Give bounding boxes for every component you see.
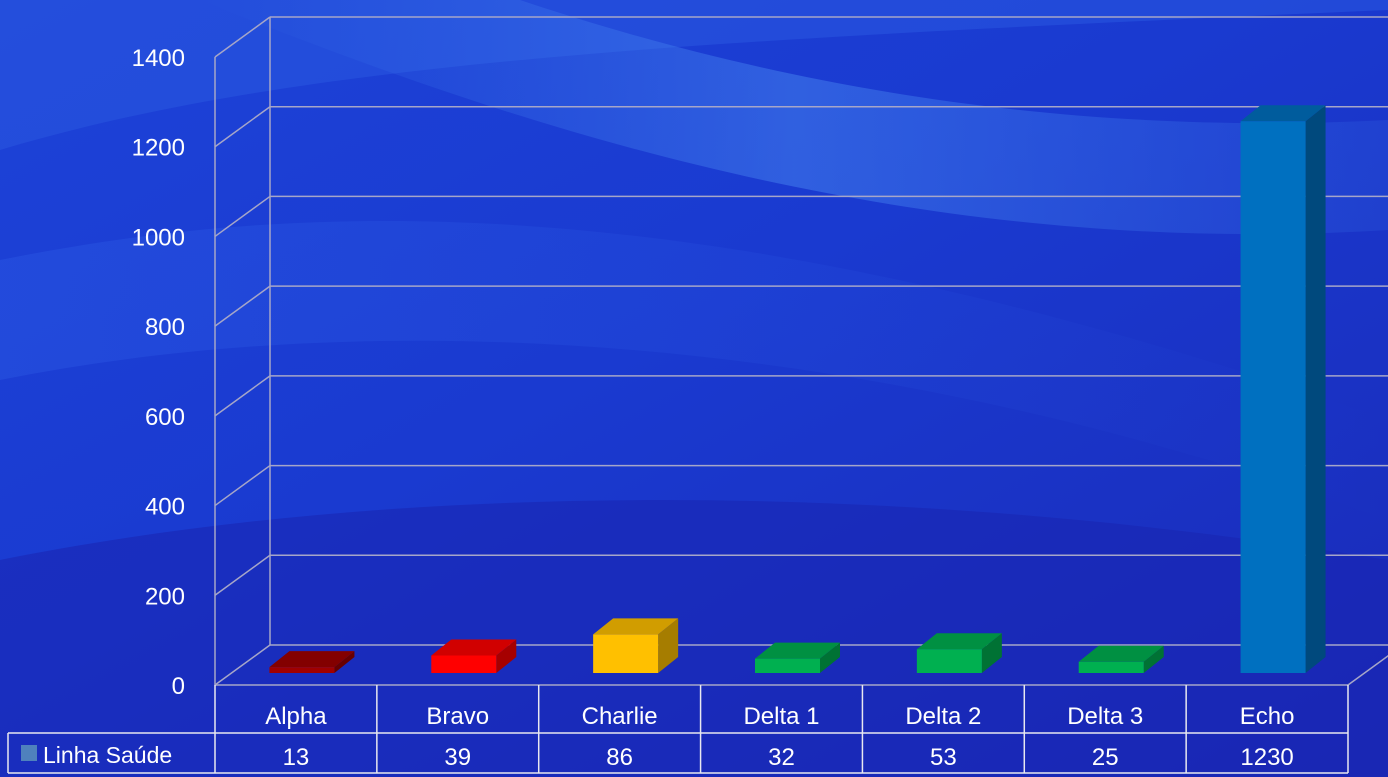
y-tick-label-600: 600 [145, 404, 185, 431]
bar-bravo [431, 639, 517, 673]
data-label: 13 [283, 744, 310, 771]
x-tick-label: Delta 2 [905, 703, 981, 730]
x-tick-label: Delta 1 [743, 703, 819, 730]
bar-side [658, 618, 679, 673]
bar-delta-3 [1078, 645, 1164, 673]
bar-echo [1240, 105, 1326, 673]
gridline-side-400 [214, 464, 271, 507]
bar-front [593, 634, 659, 673]
data-label: 32 [768, 744, 795, 771]
bars [269, 105, 1326, 673]
bar-side [981, 633, 1002, 673]
bar-side [1143, 645, 1164, 673]
data-label: 53 [930, 744, 957, 771]
bar-front [431, 655, 497, 673]
x-tick-label: Delta 3 [1067, 703, 1143, 730]
bar-front [755, 658, 820, 673]
bar-top [1078, 645, 1164, 662]
y-axis-tick-labels: 0 200 400 600 800 1000 1200 1400 [132, 45, 185, 700]
y-tick-label-1000: 1000 [132, 224, 185, 251]
data-label: 1230 [1240, 744, 1293, 771]
x-tick-label: Bravo [426, 703, 489, 730]
bar-delta-1 [755, 642, 840, 673]
gridline-side-1000 [214, 195, 271, 238]
bar-side [1305, 105, 1326, 673]
data-label: 25 [1092, 744, 1119, 771]
bar-side [820, 642, 840, 673]
gridline-side-600 [214, 375, 271, 417]
data-label: 86 [606, 744, 633, 771]
bar-alpha [269, 651, 355, 673]
x-tick-label: Alpha [265, 703, 327, 730]
data-label: 39 [444, 744, 471, 771]
legend-series-name: Linha Saúde [43, 742, 172, 768]
y-tick-label-0: 0 [172, 673, 185, 700]
bar-top [1240, 105, 1326, 122]
bar-front [916, 649, 982, 673]
bar-front [269, 667, 335, 673]
x-tick-label: Echo [1240, 703, 1295, 730]
gridline-side-1200 [214, 106, 271, 148]
y-tick-label-800: 800 [145, 314, 185, 341]
bar-top [269, 651, 355, 668]
gridline-side-800 [214, 285, 271, 327]
floor-right-edge [1347, 654, 1388, 686]
bar-top [755, 642, 840, 659]
y-tick-label-1200: 1200 [132, 135, 185, 162]
bar-top [431, 639, 517, 656]
gridline-side-200 [214, 554, 271, 596]
bar-front [1078, 661, 1144, 673]
gridlines [214, 16, 1388, 686]
y-tick-label-200: 200 [145, 583, 185, 610]
x-tick-label: Charlie [582, 703, 658, 730]
data-table: Alpha Bravo Charlie Delta 1 Delta 2 Delta 3 Ec… [7, 685, 1349, 774]
bar-side [496, 639, 517, 673]
bar-delta-2 [916, 633, 1002, 673]
bar-top [916, 633, 1002, 650]
y-tick-label-1400: 1400 [132, 45, 185, 72]
bar-charlie [593, 618, 679, 673]
gridline-side-1400 [214, 16, 271, 58]
bar-top [593, 618, 679, 635]
bar-side [334, 651, 355, 673]
y-tick-label-400: 400 [145, 494, 185, 521]
legend-marker [21, 745, 37, 761]
gridline-side-0 [214, 644, 271, 686]
bar-front [1240, 121, 1306, 673]
